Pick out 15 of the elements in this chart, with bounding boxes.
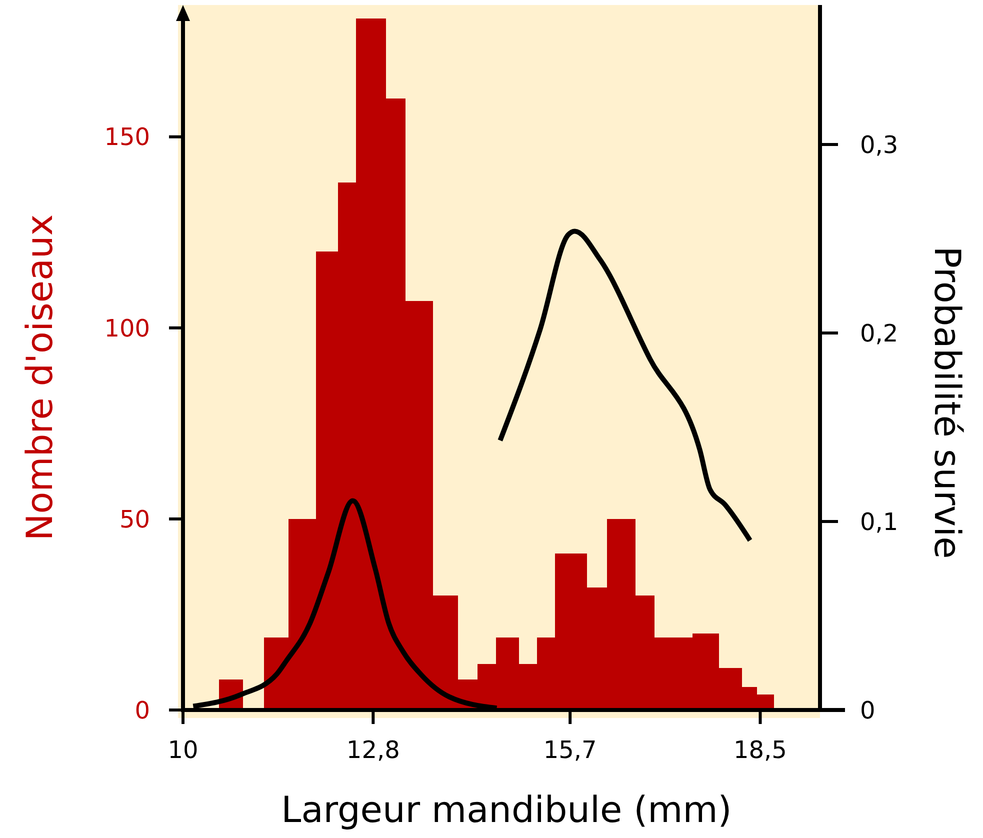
x-tick-label: 10 [168, 736, 198, 764]
x-tick-label: 18,5 [734, 736, 787, 764]
x-tick-label: 12,8 [346, 736, 400, 764]
y-tick-label: 50 [119, 505, 150, 534]
x-axis-title: Largeur mandibule (mm) [281, 790, 732, 831]
y2-tick-label: 0 [860, 696, 876, 724]
y2-tick-label: 0,1 [860, 508, 898, 536]
y-axis-title: Nombre d'oiseaux [20, 214, 61, 541]
y2-axis-title: Probabilité survie [926, 246, 967, 559]
y2-tick-label: 0,2 [860, 319, 898, 348]
y-tick-label: 150 [104, 123, 150, 152]
y-tick-label: 100 [104, 314, 150, 342]
y-tick-label: 0 [134, 696, 150, 724]
x-tick-label: 15,7 [543, 736, 597, 764]
y2-tick-label: 0,3 [860, 130, 898, 159]
